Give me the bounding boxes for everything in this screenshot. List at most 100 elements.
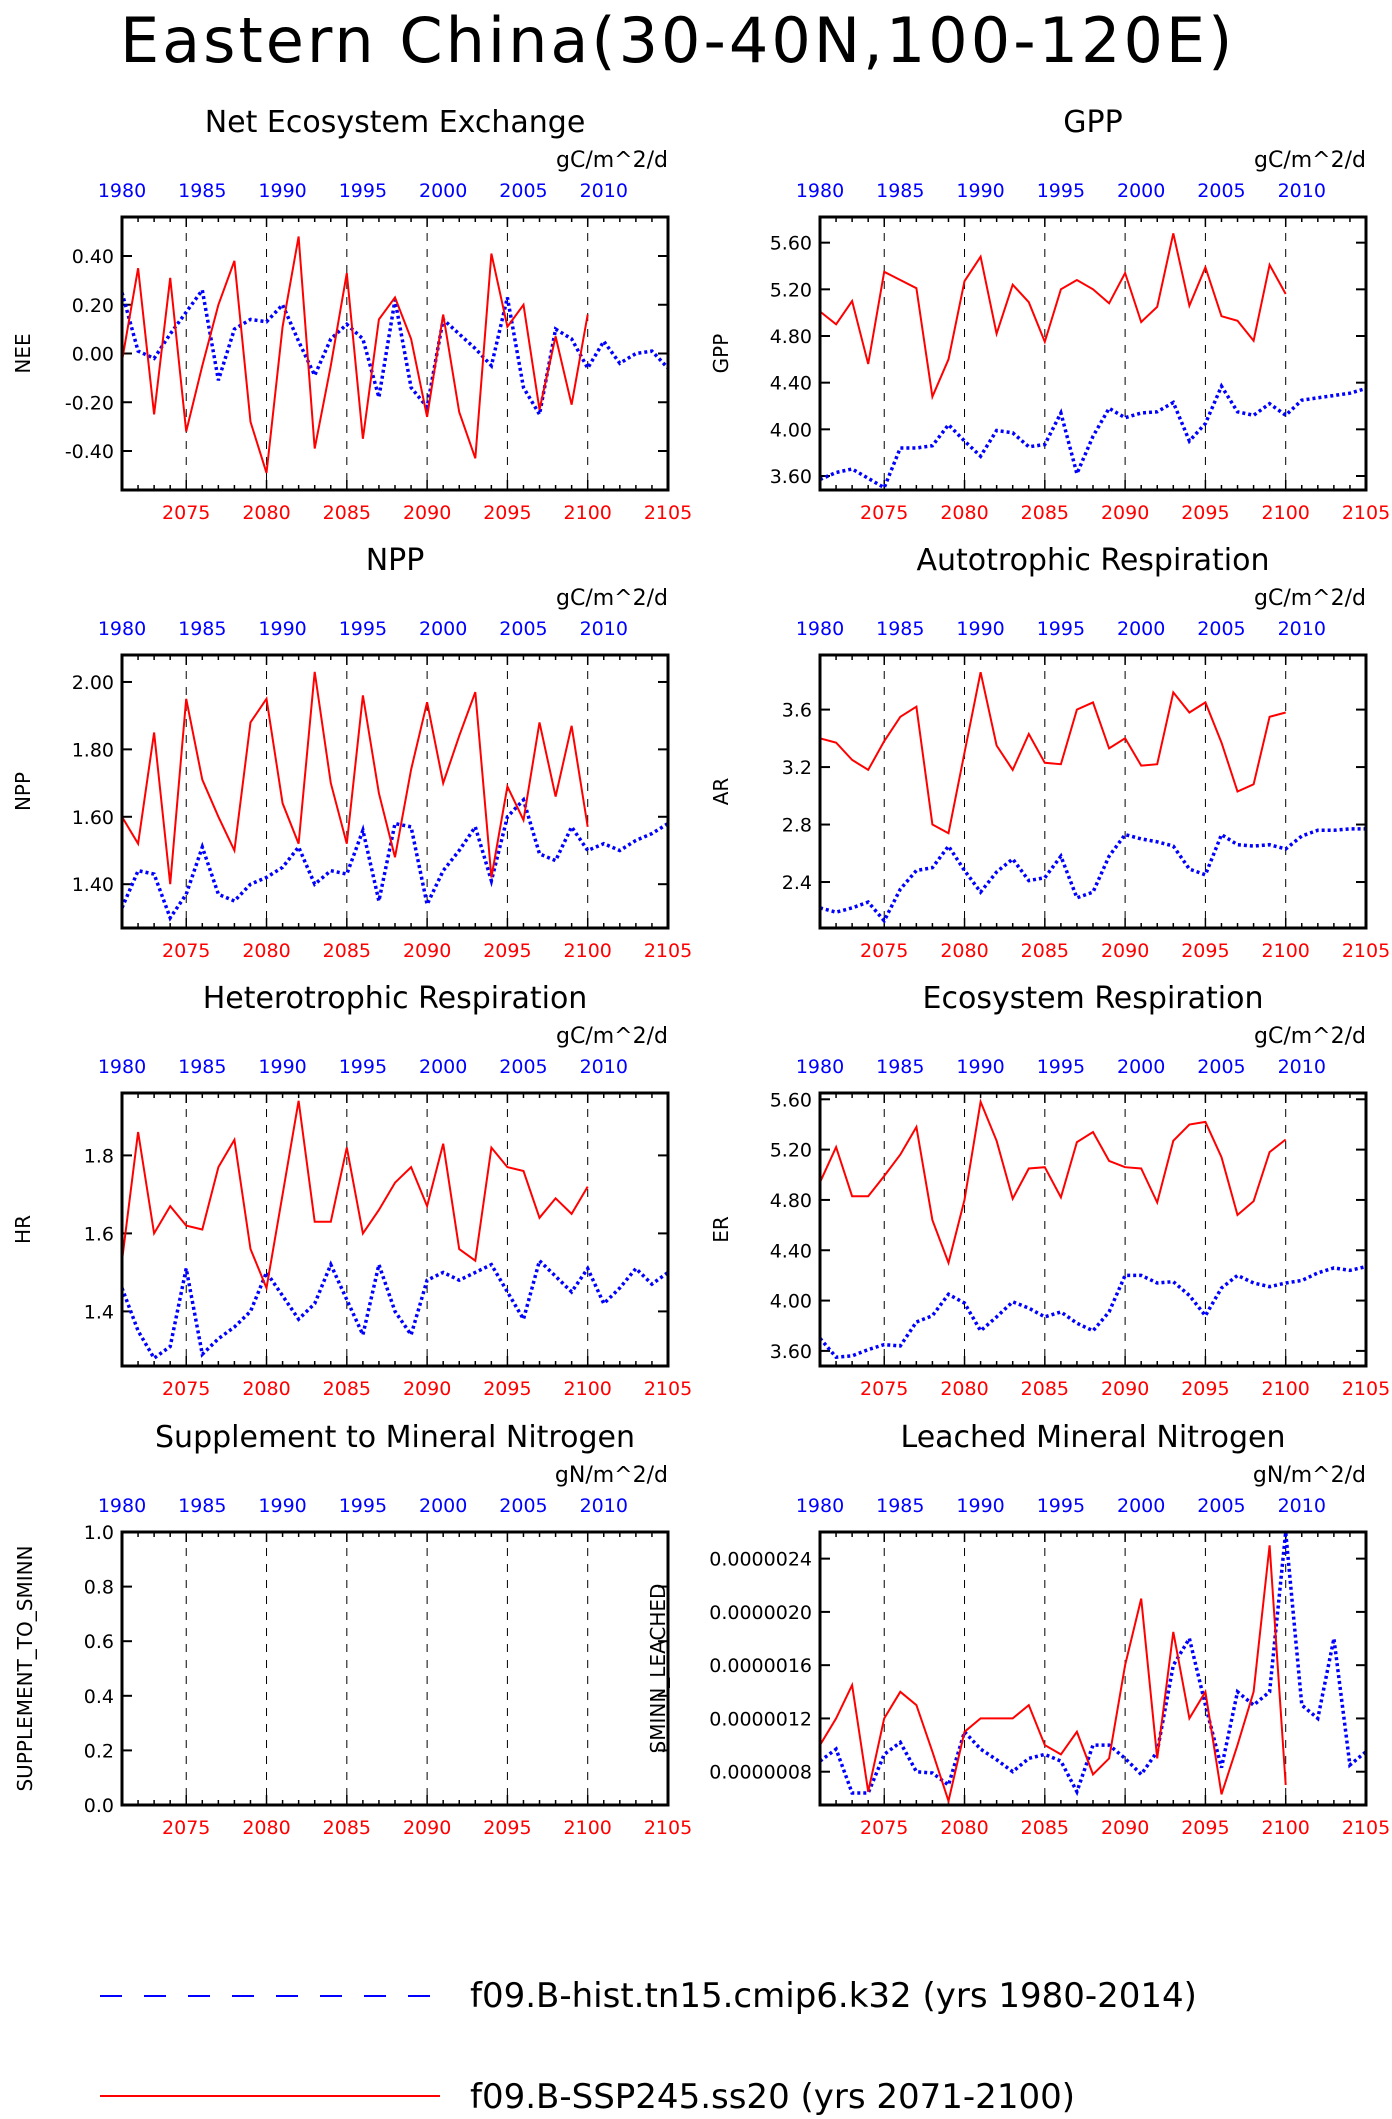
bottom-tick-label: 2105	[644, 1817, 692, 1839]
bottom-tick-label: 2080	[242, 940, 290, 962]
y-axis-label: GPP	[709, 334, 733, 374]
bottom-tick-label: 2075	[860, 502, 908, 524]
bottom-tick-label: 2095	[1181, 1817, 1229, 1839]
series-line-hist	[820, 382, 1366, 490]
series-line-hist	[122, 285, 668, 420]
y-tick-label: 1.60	[72, 807, 114, 829]
bottom-tick-label: 2090	[403, 1817, 451, 1839]
top-tick-label: 2005	[499, 180, 547, 202]
top-tick-label: 2000	[419, 1056, 467, 1078]
top-tick-label: 2000	[1117, 1056, 1165, 1078]
top-tick-label: 1980	[796, 618, 844, 640]
top-tick-label: 2000	[419, 1495, 467, 1517]
top-tick-label: 1980	[98, 180, 146, 202]
y-axis-label: SUPPLEMENT_TO_SMINN	[13, 1545, 37, 1791]
top-tick-label: 2000	[419, 618, 467, 640]
top-tick-label: 2000	[1117, 1495, 1165, 1517]
y-tick-label: 5.60	[770, 1089, 812, 1111]
y-tick-label: 0.20	[72, 295, 114, 317]
top-tick-label: 1980	[98, 1056, 146, 1078]
y-tick-label: 0.40	[72, 246, 114, 268]
y-tick-label: 4.40	[770, 1240, 812, 1262]
bottom-tick-label: 2105	[1342, 1817, 1390, 1839]
y-tick-label: 2.4	[782, 872, 812, 894]
series-line-ssp	[820, 1545, 1287, 1805]
plot-frame	[818, 215, 1368, 492]
top-tick-label: 2005	[1197, 180, 1245, 202]
bottom-tick-label: 2075	[162, 940, 210, 962]
bottom-tick-label: 2085	[1021, 1817, 1069, 1839]
units-label: gC/m^2/d	[1254, 1024, 1366, 1049]
top-tick-label: 1995	[1037, 1056, 1085, 1078]
top-tick-label: 1990	[956, 618, 1004, 640]
series-line-hist	[122, 1257, 668, 1361]
top-tick-label: 1990	[258, 1495, 306, 1517]
top-tick-label: 1985	[876, 1056, 924, 1078]
y-tick-label: 5.20	[770, 1140, 812, 1162]
bottom-tick-label: 2105	[1342, 940, 1390, 962]
series-line-ssp	[122, 671, 589, 885]
y-tick-label: -0.20	[65, 392, 114, 414]
top-tick-label: 2010	[580, 1495, 628, 1517]
bottom-tick-label: 2100	[1262, 1378, 1310, 1400]
plot-frame	[818, 653, 1368, 930]
y-tick-label: 2.00	[72, 672, 114, 694]
y-tick-label: 1.80	[72, 739, 114, 761]
y-tick-label: 0.0	[84, 1795, 114, 1817]
series-line-ssp	[820, 671, 1286, 835]
bottom-tick-label: 2095	[1181, 1378, 1229, 1400]
y-axis-label: NPP	[11, 772, 35, 811]
top-tick-label: 1985	[178, 618, 226, 640]
bottom-tick-label: 2075	[162, 1817, 210, 1839]
series-line-hist	[820, 827, 1366, 924]
y-tick-label: 4.00	[770, 419, 812, 441]
panel-title: GPP	[1063, 105, 1122, 140]
plot-frame	[818, 1091, 1368, 1368]
plot-frame	[120, 653, 670, 930]
top-tick-label: 1995	[1037, 180, 1085, 202]
top-tick-label: 1980	[98, 618, 146, 640]
y-tick-label: 0.0000008	[709, 1762, 812, 1784]
top-tick-label: 2000	[1117, 180, 1165, 202]
bottom-tick-label: 2100	[564, 1378, 612, 1400]
top-tick-label: 1985	[876, 180, 924, 202]
top-tick-label: 2000	[1117, 618, 1165, 640]
bottom-tick-label: 2095	[483, 502, 531, 524]
top-tick-label: 2005	[499, 618, 547, 640]
top-tick-label: 1990	[258, 180, 306, 202]
y-axis-label: SMINN_LEACHED	[646, 1584, 670, 1754]
y-tick-label: 0.0000020	[709, 1602, 812, 1624]
top-tick-label: 1995	[339, 1056, 387, 1078]
y-tick-label: 0.0000012	[709, 1708, 812, 1730]
y-tick-label: 0.8	[84, 1577, 114, 1599]
panel-title: NPP	[366, 543, 425, 578]
y-tick-label: 0.0000024	[709, 1549, 812, 1571]
legend-ssp-label: f09.B-SSP245.ss20 (yrs 2071-2100)	[470, 2077, 1075, 2117]
y-tick-label: 0.00	[72, 344, 114, 366]
bottom-tick-label: 2085	[323, 502, 371, 524]
top-tick-label: 2000	[419, 180, 467, 202]
bottom-tick-label: 2105	[1342, 502, 1390, 524]
bottom-tick-label: 2075	[860, 1817, 908, 1839]
bottom-tick-label: 2075	[860, 940, 908, 962]
units-label: gC/m^2/d	[556, 586, 668, 611]
y-tick-label: 4.40	[770, 373, 812, 395]
bottom-tick-label: 2075	[860, 1378, 908, 1400]
bottom-tick-label: 2105	[644, 940, 692, 962]
bottom-tick-label: 2100	[1262, 940, 1310, 962]
bottom-tick-label: 2095	[483, 940, 531, 962]
series-line-ssp	[820, 233, 1287, 401]
units-label: gC/m^2/d	[556, 1024, 668, 1049]
y-tick-label: 0.4	[84, 1686, 114, 1708]
bottom-tick-label: 2090	[403, 940, 451, 962]
top-tick-label: 1990	[956, 1056, 1004, 1078]
top-tick-label: 2010	[580, 618, 628, 640]
top-tick-label: 2005	[499, 1495, 547, 1517]
y-tick-label: 2.8	[782, 815, 812, 837]
bottom-tick-label: 2080	[242, 1817, 290, 1839]
bottom-tick-label: 2100	[1262, 502, 1310, 524]
y-tick-label: 3.60	[770, 466, 812, 488]
y-tick-label: 0.2	[84, 1740, 114, 1762]
y-tick-label: 0.6	[84, 1631, 114, 1653]
bottom-tick-label: 2090	[403, 502, 451, 524]
